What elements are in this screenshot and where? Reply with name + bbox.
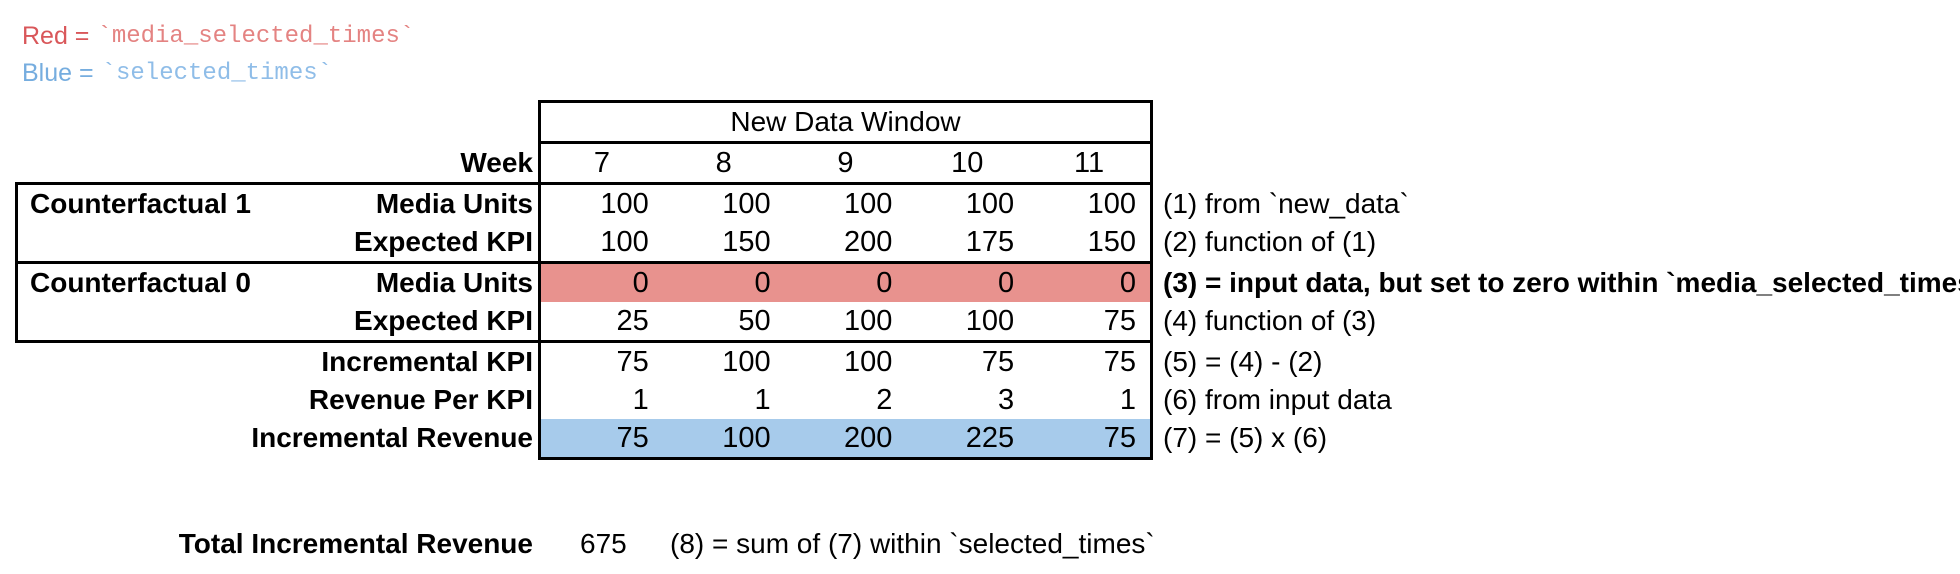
legend-blue-label: Blue = <box>22 59 94 87</box>
value-cell: 100 <box>965 187 1015 220</box>
value-cell: 75 <box>616 345 649 378</box>
value-cell: 75 <box>1103 421 1136 454</box>
week-label: Week <box>460 147 533 178</box>
legend-red-code: `media_selected_times` <box>97 23 415 50</box>
value-cell: 0 <box>1119 266 1136 299</box>
counterfactual-0-label: Counterfactual 0 <box>30 267 251 298</box>
value-cell: 2 <box>876 383 893 416</box>
row-label-expected-kpi-cf0: Expected KPI <box>354 305 533 336</box>
row-label-incremental-kpi: Incremental KPI <box>321 346 533 377</box>
counterfactual-1-box <box>15 182 538 264</box>
annotation-3: (3) = input data, but set to zero within… <box>1163 267 1960 298</box>
value-cell: 225 <box>965 421 1015 454</box>
table-row-media-units-cf1: 100 100 100 100 100 <box>541 185 1150 223</box>
value-cell: 50 <box>738 304 771 337</box>
annotation-5: (5) = (4) - (2) <box>1163 346 1323 377</box>
value-cell: 200 <box>844 421 893 454</box>
total-incremental-revenue-value: 675 <box>580 528 627 559</box>
annotations-column: (1) from `new_data` (2) function of (1) … <box>1163 103 1960 457</box>
value-cell: 100 <box>965 304 1015 337</box>
value-cell: 150 <box>722 225 771 258</box>
value-cell: 1 <box>754 383 771 416</box>
label-row-spacer <box>0 103 538 144</box>
table-row-incremental-revenue-highlight-blue: 75 100 200 225 75 <box>541 419 1150 457</box>
value-cell: 100 <box>722 187 771 220</box>
value-cell: 100 <box>600 187 649 220</box>
row-label-expected-kpi-cf1: Expected KPI <box>354 226 533 257</box>
annotation-2: (2) function of (1) <box>1163 226 1377 257</box>
table-row-expected-kpi-cf1: 100 150 200 175 150 <box>541 223 1150 264</box>
row-label-incremental-revenue: Incremental Revenue <box>251 422 533 453</box>
value-cell: 100 <box>722 421 771 454</box>
value-cell: 200 <box>844 225 893 258</box>
value-cell: 1 <box>632 383 649 416</box>
row-labels-column: Week Media Units Expected KPI Media Unit… <box>0 103 538 457</box>
annotation-6: (6) from input data <box>1163 384 1392 415</box>
value-cell: 75 <box>1103 345 1136 378</box>
week-number: 10 <box>951 146 984 179</box>
value-cell: 100 <box>844 345 893 378</box>
annotation-spacer <box>1163 144 1960 185</box>
value-cell: 0 <box>998 266 1015 299</box>
value-cell: 75 <box>616 421 649 454</box>
value-cell: 150 <box>1087 225 1136 258</box>
legend-red-line: Red = `media_selected_times` <box>22 18 414 55</box>
annotation-8: (8) = sum of (7) within `selected_times` <box>670 528 1155 559</box>
table-row-media-units-cf0-highlight-red: 0 0 0 0 0 <box>541 264 1150 302</box>
table-row-revenue-per-kpi: 1 1 2 3 1 <box>541 381 1150 419</box>
counterfactual-1-label: Counterfactual 1 <box>30 188 251 219</box>
value-cell: 3 <box>998 383 1015 416</box>
week-number: 8 <box>715 146 732 179</box>
week-number-row: 7 8 9 10 11 <box>541 144 1150 185</box>
value-cell: 100 <box>600 225 649 258</box>
week-number: 9 <box>837 146 854 179</box>
legend-blue-line: Blue = `selected_times` <box>22 55 414 92</box>
row-label-revenue-per-kpi: Revenue Per KPI <box>308 384 533 415</box>
annotation-7: (7) = (5) x (6) <box>1163 422 1328 453</box>
data-table: New Data Window 7 8 9 10 11 100 100 100 … <box>538 100 1153 460</box>
value-cell: 1 <box>1119 383 1136 416</box>
value-cell: 100 <box>1087 187 1136 220</box>
value-cell: 0 <box>876 266 893 299</box>
row-label-media-units-cf1: Media Units <box>375 188 533 219</box>
table-row-expected-kpi-cf0: 25 50 100 100 75 <box>541 302 1150 343</box>
value-cell: 100 <box>722 345 771 378</box>
value-cell: 100 <box>844 187 893 220</box>
legend: Red = `media_selected_times` Blue = `sel… <box>22 18 414 92</box>
value-cell: 75 <box>981 345 1015 378</box>
row-label-media-units-cf0: Media Units <box>375 267 533 298</box>
value-cell: 100 <box>844 304 893 337</box>
value-cell: 0 <box>754 266 771 299</box>
table-header-title: New Data Window <box>730 106 961 137</box>
table-header-row: New Data Window <box>541 103 1150 144</box>
annotation-4: (4) function of (3) <box>1163 305 1377 336</box>
value-cell: 25 <box>616 304 649 337</box>
value-cell: 0 <box>632 266 649 299</box>
value-cell: 175 <box>965 225 1015 258</box>
counterfactual-0-box <box>15 264 538 343</box>
value-cell: 75 <box>1103 304 1136 337</box>
legend-red-label: Red = <box>22 22 90 50</box>
total-incremental-revenue-label: Total Incremental Revenue <box>178 528 533 559</box>
week-number: 7 <box>593 146 610 179</box>
annotation-1: (1) from `new_data` <box>1163 188 1409 219</box>
legend-blue-code: `selected_times` <box>101 60 333 87</box>
week-number: 11 <box>1074 146 1105 179</box>
table-row-incremental-kpi: 75 100 100 75 75 <box>541 343 1150 381</box>
annotation-spacer <box>1163 103 1960 144</box>
